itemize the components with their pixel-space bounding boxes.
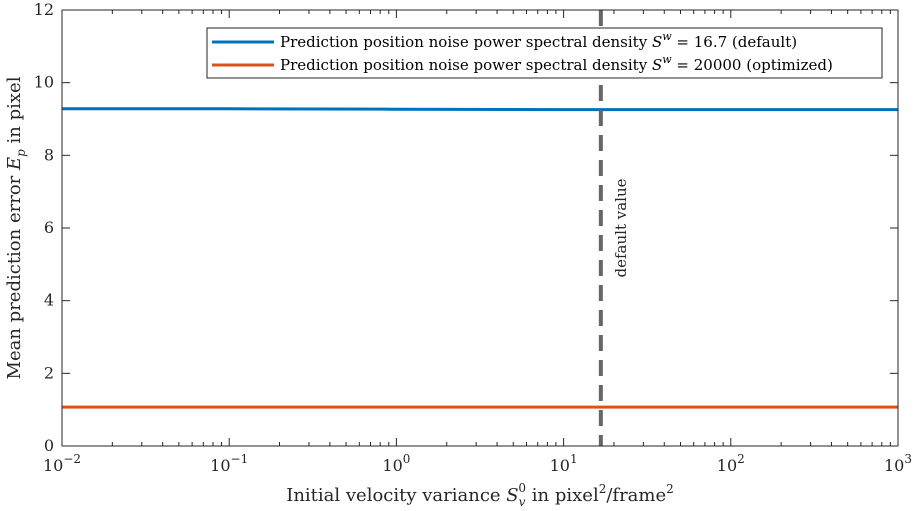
x-tick-label: 10−2 <box>43 452 81 475</box>
x-axis-label: Initial velocity variance Sv0 in pixel2/… <box>286 481 674 509</box>
plot-area <box>62 10 898 446</box>
y-tick-label: 0 <box>44 436 54 455</box>
x-tick-label: 102 <box>717 452 745 475</box>
legend-label-2: Prediction position noise power spectral… <box>280 53 833 74</box>
legend-box <box>206 27 883 79</box>
x-tick-label: 100 <box>382 452 410 475</box>
default-value-label: default value <box>612 178 630 277</box>
y-tick-label: 4 <box>44 291 54 310</box>
series-line-1 <box>62 107 898 112</box>
legend-label-1: Prediction position noise power spectral… <box>280 30 797 51</box>
y-tick-label: 2 <box>44 363 54 382</box>
y-tick-label: 8 <box>44 145 54 164</box>
x-tick-label: 103 <box>884 452 912 475</box>
y-tick-label: 6 <box>44 218 54 237</box>
x-tick-label: 101 <box>550 452 578 475</box>
y-axis-label: Mean prediction error Ep in pixel <box>4 76 28 379</box>
x-tick-label: 10−1 <box>210 452 248 475</box>
y-tick-label: 12 <box>34 0 54 19</box>
y-tick-label: 10 <box>34 73 54 92</box>
